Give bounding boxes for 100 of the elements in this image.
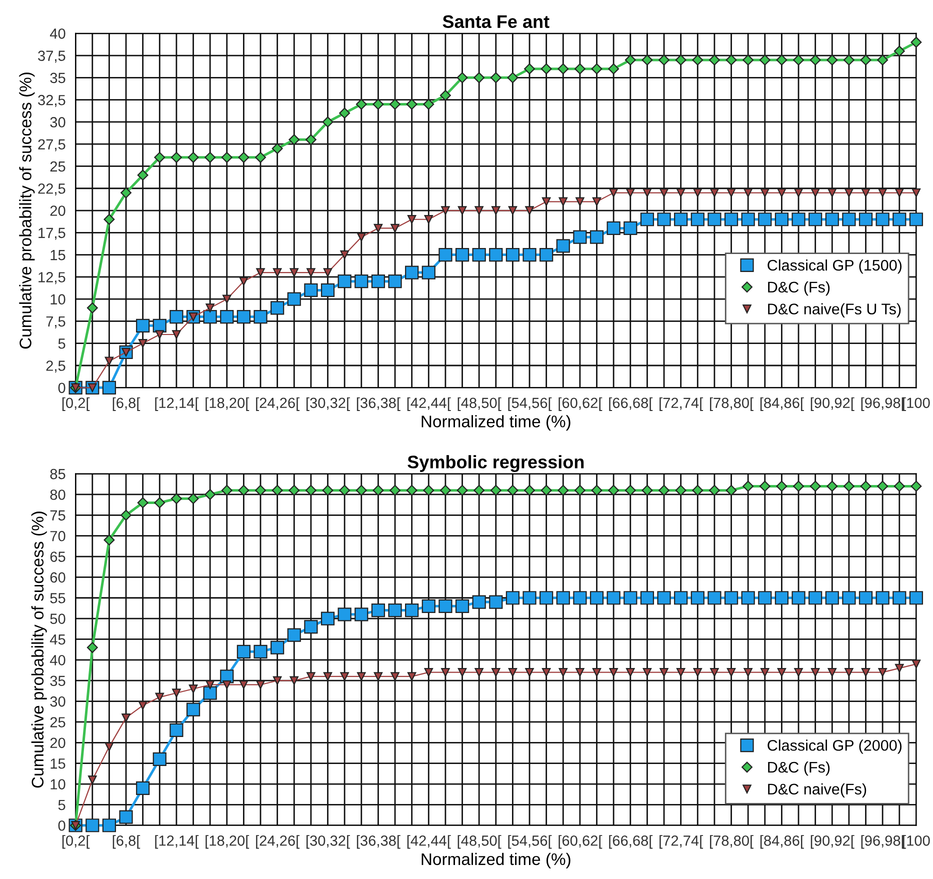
point	[726, 188, 736, 198]
y-tick-label: 80	[50, 490, 66, 500]
point	[690, 212, 704, 226]
point	[708, 591, 722, 605]
x-tick-label: [12,14[	[155, 397, 199, 411]
point	[472, 248, 486, 262]
point	[690, 591, 704, 605]
y-tick-label: 5	[58, 800, 66, 810]
x-tick-label: [96,98[	[861, 397, 905, 411]
y-tick-label: 60	[50, 572, 66, 583]
y-axis-title: Cumulative probability of success (%)	[19, 72, 35, 349]
y-tick-label: 45	[50, 634, 66, 645]
point	[624, 54, 636, 66]
point	[102, 818, 116, 832]
point	[256, 680, 265, 690]
y-tick-label: 0	[58, 820, 66, 831]
point	[861, 668, 870, 677]
point	[357, 672, 366, 681]
point	[726, 54, 737, 66]
point	[606, 221, 620, 236]
point	[573, 230, 587, 244]
point	[320, 283, 335, 298]
point	[272, 268, 282, 277]
point	[776, 480, 788, 492]
y-tick-label: 2,5	[46, 360, 66, 373]
point	[288, 134, 300, 146]
point	[591, 63, 602, 74]
point	[894, 46, 905, 57]
x-tick-label: [72,74[	[660, 835, 704, 849]
x-tick-label: [78,80[	[710, 397, 754, 411]
point	[154, 152, 166, 163]
point	[895, 664, 904, 673]
point	[624, 484, 636, 496]
point	[592, 668, 602, 677]
point	[203, 686, 217, 700]
point	[86, 302, 98, 314]
point	[558, 668, 568, 677]
legend-label: D&C naive(Fs U Ts)	[768, 303, 901, 318]
point	[407, 215, 416, 224]
point	[894, 480, 905, 492]
point	[828, 668, 837, 677]
point	[508, 668, 518, 677]
point	[793, 480, 804, 492]
point	[339, 484, 350, 496]
point	[759, 54, 770, 66]
point	[354, 608, 368, 622]
point	[793, 54, 804, 66]
point	[676, 188, 686, 198]
point	[120, 510, 132, 521]
point	[287, 628, 301, 642]
point	[104, 214, 115, 225]
point	[172, 330, 181, 339]
legend-label: Classical GP (2000)	[768, 740, 902, 754]
point	[287, 292, 301, 306]
point	[808, 591, 822, 605]
point	[758, 591, 772, 605]
point	[137, 170, 148, 181]
point	[222, 680, 232, 690]
y-tick-label: 10	[50, 779, 66, 790]
point	[320, 612, 335, 626]
point	[390, 98, 400, 110]
x-tick-label: [36,38[	[356, 397, 400, 411]
point	[206, 680, 214, 690]
y-tick-label: 15	[50, 758, 66, 769]
point	[422, 266, 436, 280]
point	[206, 304, 214, 312]
x-tick-label: [100	[903, 397, 930, 411]
y-tick-label: 40	[50, 655, 66, 666]
point	[388, 274, 402, 288]
point	[912, 660, 921, 668]
point	[825, 591, 839, 605]
point	[170, 152, 182, 163]
y-tick-label: 55	[50, 593, 66, 604]
point	[658, 484, 670, 496]
point	[877, 54, 888, 66]
x-tick-label: [66,68[	[609, 397, 653, 411]
point	[558, 63, 569, 74]
point	[724, 212, 738, 226]
point	[626, 668, 635, 677]
point	[155, 330, 164, 339]
point	[909, 212, 924, 226]
point	[203, 310, 217, 324]
point	[576, 668, 584, 677]
point	[305, 134, 316, 146]
point	[826, 480, 838, 492]
x-tick-label: [54,56[	[508, 397, 552, 411]
point	[810, 480, 821, 492]
y-tick-label: 30	[50, 117, 66, 128]
point	[272, 143, 283, 154]
point	[220, 310, 234, 324]
point	[357, 232, 366, 242]
point	[640, 591, 654, 605]
point	[540, 63, 552, 74]
point	[726, 484, 737, 496]
point	[137, 497, 148, 508]
y-tick-label: 25	[50, 161, 66, 172]
point	[858, 591, 873, 605]
point	[744, 188, 752, 198]
point	[388, 603, 402, 618]
point	[88, 776, 97, 784]
